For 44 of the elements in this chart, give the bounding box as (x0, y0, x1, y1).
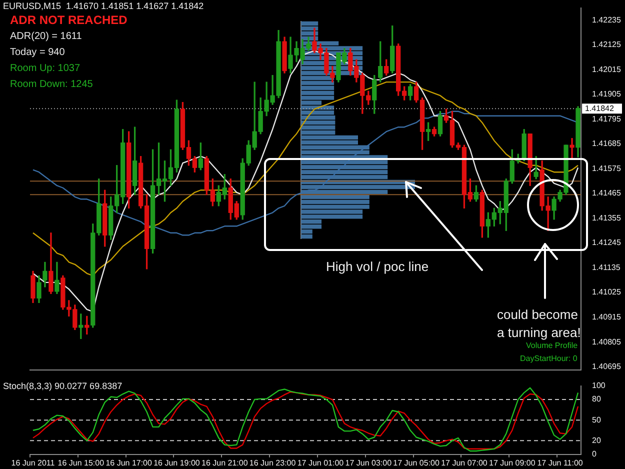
y-tick-label: 20 (592, 436, 602, 445)
y-tick-label: 1.40915 (592, 312, 622, 322)
chart-title: Stoch(8,3,3) 90.0277 69.8387 (3, 381, 122, 392)
x-tick-label: 16 Jun 2011 (11, 458, 56, 468)
x-tick-label: 17 Jun 03:00 (345, 458, 392, 468)
y-tick-label: 1.40695 (592, 362, 622, 372)
x-tick-label: 17 Jun 09:00 (488, 458, 536, 468)
x-tick-label: 17 Jun 07:00 (441, 458, 488, 468)
y-tick-label: 1.41685 (592, 139, 622, 148)
x-tick-label: 16 Jun 17:00 (106, 458, 152, 468)
y-tick-label: 80 (592, 394, 602, 404)
x-tick-label: 16 Jun 15:00 (58, 458, 105, 468)
annotation: could become a turning area! (497, 306, 581, 342)
y-tick-label: 1.41355 (592, 213, 622, 222)
y-tick-label: 1.41575 (592, 164, 622, 173)
y-tick-label: 1.42125 (592, 40, 622, 50)
y-tick-label: 1.41465 (592, 188, 622, 198)
y-tick-label: 100 (592, 381, 606, 390)
chart-title: EURUSD,M15 1.41670 1.41851 1.41627 1.41842 (3, 1, 204, 12)
y-tick-label: 1.41245 (592, 238, 622, 248)
y-tick-label: 1.42235 (592, 15, 622, 24)
y-tick-label: 1.41905 (592, 90, 622, 99)
y-tick-label: 1.40805 (592, 337, 622, 346)
x-tick-label: 16 Jun 21:00 (202, 458, 248, 468)
y-tick-label: 0 (592, 450, 597, 459)
annotation: Today = 940 (10, 46, 65, 60)
y-tick-label: 1.41025 (592, 288, 622, 297)
x-tick-label: 16 Jun 23:00 (249, 458, 296, 468)
annotation: High vol / poc line (326, 258, 429, 276)
annotation: Room Up: 1037 (10, 62, 80, 76)
x-tick-label: 17 Jun 11:00 (537, 458, 584, 468)
annotation: ADR(20) = 1611 (10, 30, 82, 44)
ref-line-label: 1.41842 (585, 104, 614, 113)
y-tick-label: 50 (592, 415, 602, 424)
annotation: ADR NOT REACHED (10, 12, 128, 28)
annotation: Volume Profile (526, 341, 578, 352)
annotation: Room Down: 1245 (10, 78, 93, 92)
y-tick-label: 1.42015 (592, 64, 622, 74)
x-tick-label: 16 Jun 19:00 (154, 458, 200, 468)
x-tick-label: 17 Jun 05:00 (393, 458, 440, 468)
annotation: DayStartHour: 0 (520, 354, 578, 365)
y-tick-label: 1.41795 (592, 114, 622, 124)
x-tick-label: 17 Jun 01:00 (297, 458, 344, 468)
y-tick-label: 1.41135 (592, 262, 621, 272)
